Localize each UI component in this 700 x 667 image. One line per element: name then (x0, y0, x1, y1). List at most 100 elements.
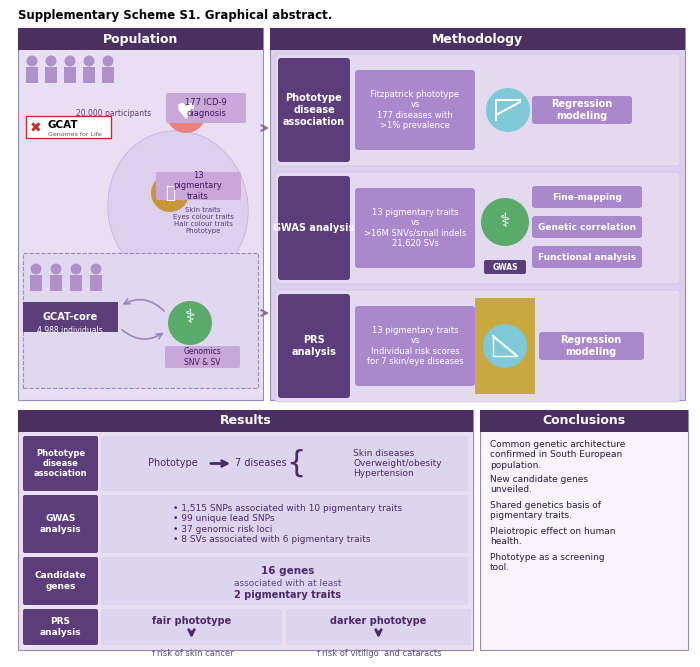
Circle shape (27, 55, 38, 67)
Text: 2 pigmentary traits: 2 pigmentary traits (234, 590, 342, 600)
Circle shape (31, 263, 41, 275)
Bar (18, 28, 263, 400)
Text: Pleiotropic effect on human
health.: Pleiotropic effect on human health. (490, 527, 615, 546)
Text: GWAS analysis: GWAS analysis (274, 223, 355, 233)
FancyBboxPatch shape (101, 495, 468, 553)
FancyBboxPatch shape (165, 346, 240, 368)
Text: ✖: ✖ (30, 121, 42, 135)
Text: 13
pigmentary
traits: 13 pigmentary traits (174, 171, 223, 201)
FancyBboxPatch shape (275, 172, 680, 284)
Text: 13 pigmentary traits
vs
>16M SNVs/small indels
21,620 SVs: 13 pigmentary traits vs >16M SNVs/small … (364, 208, 466, 248)
Text: GCAT: GCAT (48, 120, 78, 130)
FancyBboxPatch shape (101, 557, 468, 605)
FancyBboxPatch shape (278, 294, 350, 398)
FancyBboxPatch shape (355, 306, 475, 386)
Circle shape (486, 88, 530, 132)
Text: Fitzpatrick phototype
vs
177 diseases with
>1% prevalence: Fitzpatrick phototype vs 177 diseases wi… (370, 90, 460, 130)
Text: Methodology: Methodology (432, 33, 523, 45)
Circle shape (102, 55, 113, 67)
Text: 🌙: 🌙 (165, 184, 175, 202)
Bar (50, 275, 62, 291)
Text: Regression
modeling: Regression modeling (561, 336, 622, 357)
FancyBboxPatch shape (278, 176, 350, 280)
Text: Supplementary Scheme S1. Graphical abstract.: Supplementary Scheme S1. Graphical abstr… (18, 9, 332, 23)
Bar (23, 253, 258, 388)
Text: Phototype
disease
association: Phototype disease association (34, 449, 88, 478)
Text: Phototype as a screening
tool.: Phototype as a screening tool. (490, 553, 605, 572)
Circle shape (71, 263, 81, 275)
Text: 16 genes: 16 genes (261, 566, 315, 576)
Text: 13 pigmentary traits
vs
Individual risk scores
for 7 skin/eye diseases: 13 pigmentary traits vs Individual risk … (367, 326, 463, 366)
Circle shape (46, 55, 57, 67)
FancyBboxPatch shape (101, 609, 282, 645)
Text: Population: Population (103, 33, 178, 45)
Bar (18, 410, 473, 650)
Circle shape (168, 301, 212, 345)
Text: Candidate
genes: Candidate genes (34, 572, 86, 591)
Text: 4,988 individuals: 4,988 individuals (37, 325, 103, 334)
FancyBboxPatch shape (355, 70, 475, 150)
FancyBboxPatch shape (539, 332, 644, 360)
Text: fair phototype: fair phototype (152, 616, 231, 626)
Circle shape (166, 93, 206, 133)
Circle shape (83, 55, 94, 67)
Text: Functional analysis: Functional analysis (538, 253, 636, 261)
FancyBboxPatch shape (23, 495, 98, 553)
Text: associated with at least: associated with at least (234, 580, 342, 588)
FancyBboxPatch shape (275, 54, 680, 166)
Text: darker phototype: darker phototype (330, 616, 427, 626)
Bar (30, 275, 42, 291)
Text: GWAS: GWAS (492, 263, 518, 271)
FancyBboxPatch shape (23, 609, 98, 645)
Text: ⚕: ⚕ (500, 213, 510, 231)
Text: 20,000 participants: 20,000 participants (76, 109, 151, 117)
Text: 177 ICD-9
diagnosis: 177 ICD-9 diagnosis (185, 98, 227, 117)
Text: GCAT-core: GCAT-core (43, 312, 97, 322)
Text: ↑risk of vitiligo  and cataracts: ↑risk of vitiligo and cataracts (315, 648, 442, 658)
Circle shape (481, 198, 529, 246)
FancyBboxPatch shape (166, 93, 246, 123)
Text: GWAS
analysis: GWAS analysis (40, 514, 81, 534)
FancyBboxPatch shape (484, 260, 526, 274)
Bar (64, 67, 76, 83)
Bar (270, 28, 685, 50)
Circle shape (151, 174, 189, 212)
Bar (480, 410, 688, 432)
Text: Genomes for Life: Genomes for Life (48, 131, 102, 137)
FancyBboxPatch shape (286, 609, 471, 645)
Bar (70, 275, 82, 291)
Bar (270, 28, 685, 400)
FancyBboxPatch shape (23, 436, 98, 491)
FancyBboxPatch shape (532, 186, 642, 208)
Text: Phototype: Phototype (148, 458, 198, 468)
Text: ♥: ♥ (176, 103, 196, 123)
Text: Genetic correlation: Genetic correlation (538, 223, 636, 231)
Bar (23, 302, 118, 332)
Text: PRS
analysis: PRS analysis (292, 336, 337, 357)
Text: Shared genetics basis of
pigmentary traits.: Shared genetics basis of pigmentary trai… (490, 501, 601, 520)
FancyBboxPatch shape (532, 216, 642, 238)
Text: Conclusions: Conclusions (542, 414, 626, 428)
Text: Fine-mapping: Fine-mapping (552, 193, 622, 201)
Ellipse shape (108, 131, 248, 285)
Bar (18, 410, 473, 432)
FancyBboxPatch shape (156, 172, 241, 200)
FancyBboxPatch shape (532, 246, 642, 268)
FancyBboxPatch shape (275, 290, 680, 402)
FancyBboxPatch shape (355, 188, 475, 268)
Text: Genomics
SNV & SV: Genomics SNV & SV (183, 348, 221, 367)
Bar (90, 275, 102, 291)
Text: New candidate genes
unveiled.: New candidate genes unveiled. (490, 475, 588, 494)
Circle shape (90, 263, 101, 275)
FancyBboxPatch shape (101, 436, 468, 491)
Circle shape (64, 55, 76, 67)
Bar (83, 67, 95, 83)
Circle shape (50, 263, 62, 275)
Bar (45, 67, 57, 83)
Text: Skin diseases
Overweight/obesity
Hypertension: Skin diseases Overweight/obesity Hyperte… (353, 449, 442, 478)
Text: Phototype
disease
association: Phototype disease association (283, 93, 345, 127)
Text: Skin traits
Eyes colour traits
Hair colour traits
Phototype: Skin traits Eyes colour traits Hair colo… (173, 207, 233, 233)
Text: ⚕: ⚕ (185, 309, 195, 327)
FancyBboxPatch shape (532, 96, 632, 124)
Bar (480, 410, 688, 650)
